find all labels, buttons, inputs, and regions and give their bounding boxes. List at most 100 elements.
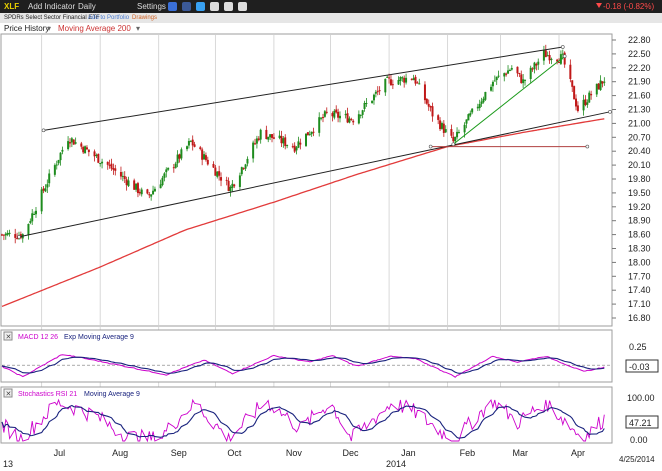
trendline-handle[interactable] <box>562 54 567 59</box>
trendline-handle[interactable] <box>585 144 590 149</box>
candle-body <box>212 163 215 168</box>
candle-body <box>121 175 124 177</box>
candle-body <box>31 213 34 222</box>
candle-body <box>244 164 247 169</box>
candle-body <box>74 142 77 144</box>
candle-body <box>267 136 270 140</box>
save-icon[interactable] <box>238 2 247 11</box>
candle-body <box>418 83 421 85</box>
symbol-label[interactable]: XLF <box>4 2 20 11</box>
y-tick-label: 18.30 <box>628 244 651 254</box>
stoch-close-icon[interactable] <box>3 388 13 398</box>
candle-body <box>227 180 230 191</box>
candle-body <box>242 168 245 170</box>
add-indicator-button[interactable]: Add Indicator <box>28 2 76 11</box>
candle-body <box>112 168 115 170</box>
trendline-handle[interactable] <box>41 128 46 133</box>
email-icon[interactable] <box>224 2 233 11</box>
candle-body <box>575 98 578 107</box>
candle-body <box>388 77 391 79</box>
y-tick-label: 17.10 <box>628 299 651 309</box>
candle-body <box>576 105 579 112</box>
candle-body <box>371 100 374 104</box>
trendline-handle[interactable] <box>608 110 612 114</box>
x-axis: Jul Aug Sep Oct Nov Dec Jan Feb Mar Apr <box>54 448 585 458</box>
candle-body <box>40 189 43 212</box>
candle-body <box>440 123 443 129</box>
candle-body <box>44 188 47 192</box>
print-icon[interactable] <box>210 2 219 11</box>
candle-body <box>16 238 19 240</box>
candle-body <box>46 184 49 188</box>
candle-body <box>535 63 538 66</box>
candle-body <box>491 81 494 87</box>
macd-close-icon[interactable] <box>3 331 13 341</box>
share-icon[interactable] <box>168 2 177 11</box>
interval-select[interactable]: Daily <box>78 2 96 11</box>
candle-body <box>110 163 113 169</box>
moving-average-layer <box>1 118 605 308</box>
candle-body <box>136 183 139 194</box>
y-tick-label: 20.10 <box>628 160 651 170</box>
candle-body <box>482 98 485 103</box>
candle-body <box>320 117 323 119</box>
chevron-down-icon[interactable]: ▾ <box>136 24 141 33</box>
candle-body <box>503 73 506 77</box>
candle-body <box>571 80 574 87</box>
trendline-handle[interactable] <box>428 144 433 149</box>
macd-tick-top: 0.25 <box>629 342 647 352</box>
candle-body <box>57 159 60 164</box>
candle-body <box>233 184 236 187</box>
candle-body <box>597 83 600 90</box>
settings-button[interactable]: Settings <box>137 2 166 11</box>
candle-body <box>548 55 551 61</box>
candle-body <box>550 58 553 60</box>
candle-body <box>405 77 408 83</box>
y-tick-label: 18.90 <box>628 216 651 226</box>
candle-body <box>291 146 294 148</box>
price-legend: Price History Moving Average 200 ▾ ▾ <box>0 23 662 34</box>
candle-body <box>255 138 258 144</box>
candle-body <box>544 50 547 58</box>
candle-body <box>259 129 262 140</box>
candle-body <box>2 234 5 236</box>
candle-body <box>305 133 307 146</box>
candle-body <box>372 94 375 101</box>
candle-body <box>490 86 493 91</box>
x-tick-label: Feb <box>460 448 476 458</box>
candle-body <box>308 134 311 136</box>
candle-body <box>586 102 589 105</box>
macd-close-glyph: ✕ <box>6 334 12 341</box>
trendline-channel_top[interactable] <box>43 46 563 131</box>
twitter-icon[interactable] <box>196 2 205 11</box>
y-tick-label: 18.60 <box>628 230 651 240</box>
trendline-handle[interactable] <box>451 142 456 147</box>
drawings-link[interactable]: Drawings <box>132 15 158 21</box>
candle-body <box>114 168 117 171</box>
x-tick-label: Oct <box>227 448 242 458</box>
candle-body <box>361 110 364 115</box>
candle-body <box>537 61 540 65</box>
down-arrow-icon <box>596 3 602 8</box>
trendline-support_from_feb[interactable] <box>452 55 565 145</box>
candle-body <box>601 81 604 84</box>
candle-body <box>282 138 285 144</box>
candle-body <box>133 180 136 190</box>
candle-body <box>206 159 209 165</box>
chevron-down-icon[interactable]: ▾ <box>47 24 52 33</box>
candle-body <box>163 173 166 178</box>
candle-body <box>389 79 392 86</box>
facebook-icon[interactable] <box>182 2 191 11</box>
candle-body <box>201 149 204 160</box>
y-tick-label: 20.70 <box>628 132 651 142</box>
candle-body <box>318 117 321 133</box>
candle-body <box>27 223 30 235</box>
candle-body <box>365 103 368 105</box>
x-tick-label: Dec <box>343 448 360 458</box>
trendline-channel_bottom[interactable] <box>18 111 611 238</box>
trendlines-layer <box>17 45 612 239</box>
add-to-portfolio-link[interactable]: Add to Portfolio <box>88 15 130 21</box>
trendline-handle[interactable] <box>560 45 565 49</box>
trendline-handle[interactable] <box>17 235 21 239</box>
